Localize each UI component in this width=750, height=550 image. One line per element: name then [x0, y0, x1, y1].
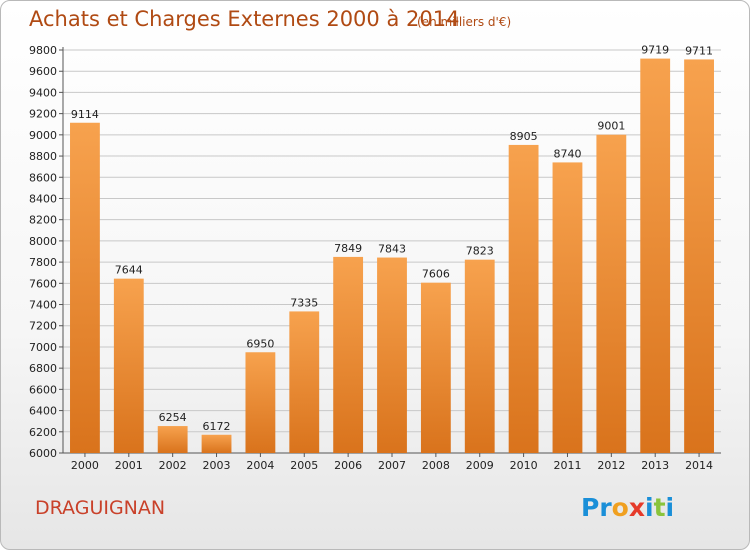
y-tick-label: 6400: [29, 405, 57, 418]
x-tick-label: 2013: [641, 459, 669, 472]
y-tick-label: 9200: [29, 108, 57, 121]
x-tick-labels: 2000 2001 2002 2003 2004 2005 2006 2007 2008 2009…: [71, 453, 713, 472]
bar: [113, 278, 144, 453]
bars: [70, 58, 714, 454]
logo-letter: r: [599, 493, 612, 522]
bar: [333, 256, 364, 453]
y-tick-label: 9600: [29, 65, 57, 78]
value-label: 7606: [422, 268, 450, 281]
y-tick-label: 7800: [29, 256, 57, 269]
x-tick-label: 2005: [290, 459, 318, 472]
y-tick-label: 7400: [29, 299, 57, 312]
value-label: 7843: [378, 243, 406, 256]
bar: [508, 144, 539, 453]
value-label: 8740: [553, 147, 581, 160]
bar: [245, 352, 276, 453]
bar: [640, 58, 671, 453]
y-tick-label: 9000: [29, 129, 57, 142]
bar: [596, 134, 627, 453]
x-tick-label: 2010: [510, 459, 538, 472]
bar: [420, 282, 451, 453]
value-label: 6254: [159, 411, 187, 424]
value-label: 9719: [641, 44, 669, 57]
y-tick-label: 9400: [29, 86, 57, 99]
chart-title: Achats et Charges Externes 2000 à 2014: [29, 7, 460, 31]
y-tick-label: 7000: [29, 341, 57, 354]
y-tick-label: 8000: [29, 235, 57, 248]
x-tick-label: 2014: [685, 459, 713, 472]
x-tick-label: 2001: [115, 459, 143, 472]
y-tick-labels: 6000 6200 6400 6600 6800 7000 7200 7400 7600 7800…: [29, 44, 63, 460]
x-tick-label: 2000: [71, 459, 99, 472]
bar: [552, 162, 583, 454]
value-label: 7644: [115, 264, 143, 277]
x-tick-label: 2008: [422, 459, 450, 472]
value-label: 9001: [597, 120, 625, 133]
y-tick-label: 6200: [29, 426, 57, 439]
logo-letter: t: [653, 493, 666, 522]
x-tick-label: 2002: [159, 459, 187, 472]
x-tick-label: 2003: [203, 459, 231, 472]
proxiti-logo: Proxiti: [581, 493, 674, 522]
bar: [70, 122, 100, 453]
chart-subtitle: (en milliers d'€): [417, 15, 512, 29]
value-label: 8905: [510, 130, 538, 143]
logo-letter: i: [665, 493, 675, 522]
value-label: 6950: [246, 337, 274, 350]
bar: [464, 259, 495, 453]
value-label: 9114: [71, 108, 99, 121]
logo-letter: i: [645, 493, 654, 522]
y-tick-label: 9800: [29, 44, 57, 57]
value-label: 6172: [203, 420, 231, 433]
place-name: DRAGUIGNAN: [35, 497, 166, 519]
logo-letter: o: [611, 493, 629, 522]
y-tick-label: 8600: [29, 171, 57, 184]
bar: [201, 434, 232, 453]
value-label: 9711: [685, 44, 713, 57]
value-label: 7335: [290, 296, 318, 309]
bar: [377, 257, 407, 453]
y-tick-label: 7200: [29, 320, 57, 333]
y-tick-label: 8200: [29, 214, 57, 227]
value-label: 7823: [466, 245, 494, 258]
x-tick-label: 2007: [378, 459, 406, 472]
y-tick-label: 6000: [29, 447, 57, 460]
x-tick-label: 2012: [597, 459, 625, 472]
bar: [684, 59, 714, 453]
y-tick-label: 6600: [29, 383, 57, 396]
value-label: 7849: [334, 242, 362, 255]
y-tick-label: 7600: [29, 277, 57, 290]
logo-letter: P: [581, 493, 600, 522]
value-labels: 9114 7644 6254 6172 6950 7335 7849 7843 7606 7823…: [71, 44, 713, 433]
y-tick-label: 8800: [29, 150, 57, 163]
y-tick-label: 6800: [29, 362, 57, 375]
x-tick-label: 2004: [246, 459, 274, 472]
bar: [157, 426, 188, 453]
logo-letter: x: [628, 493, 645, 522]
x-tick-label: 2011: [553, 459, 581, 472]
y-tick-label: 8400: [29, 192, 57, 205]
bar: [289, 311, 320, 453]
x-tick-label: 2006: [334, 459, 362, 472]
x-tick-label: 2009: [466, 459, 494, 472]
